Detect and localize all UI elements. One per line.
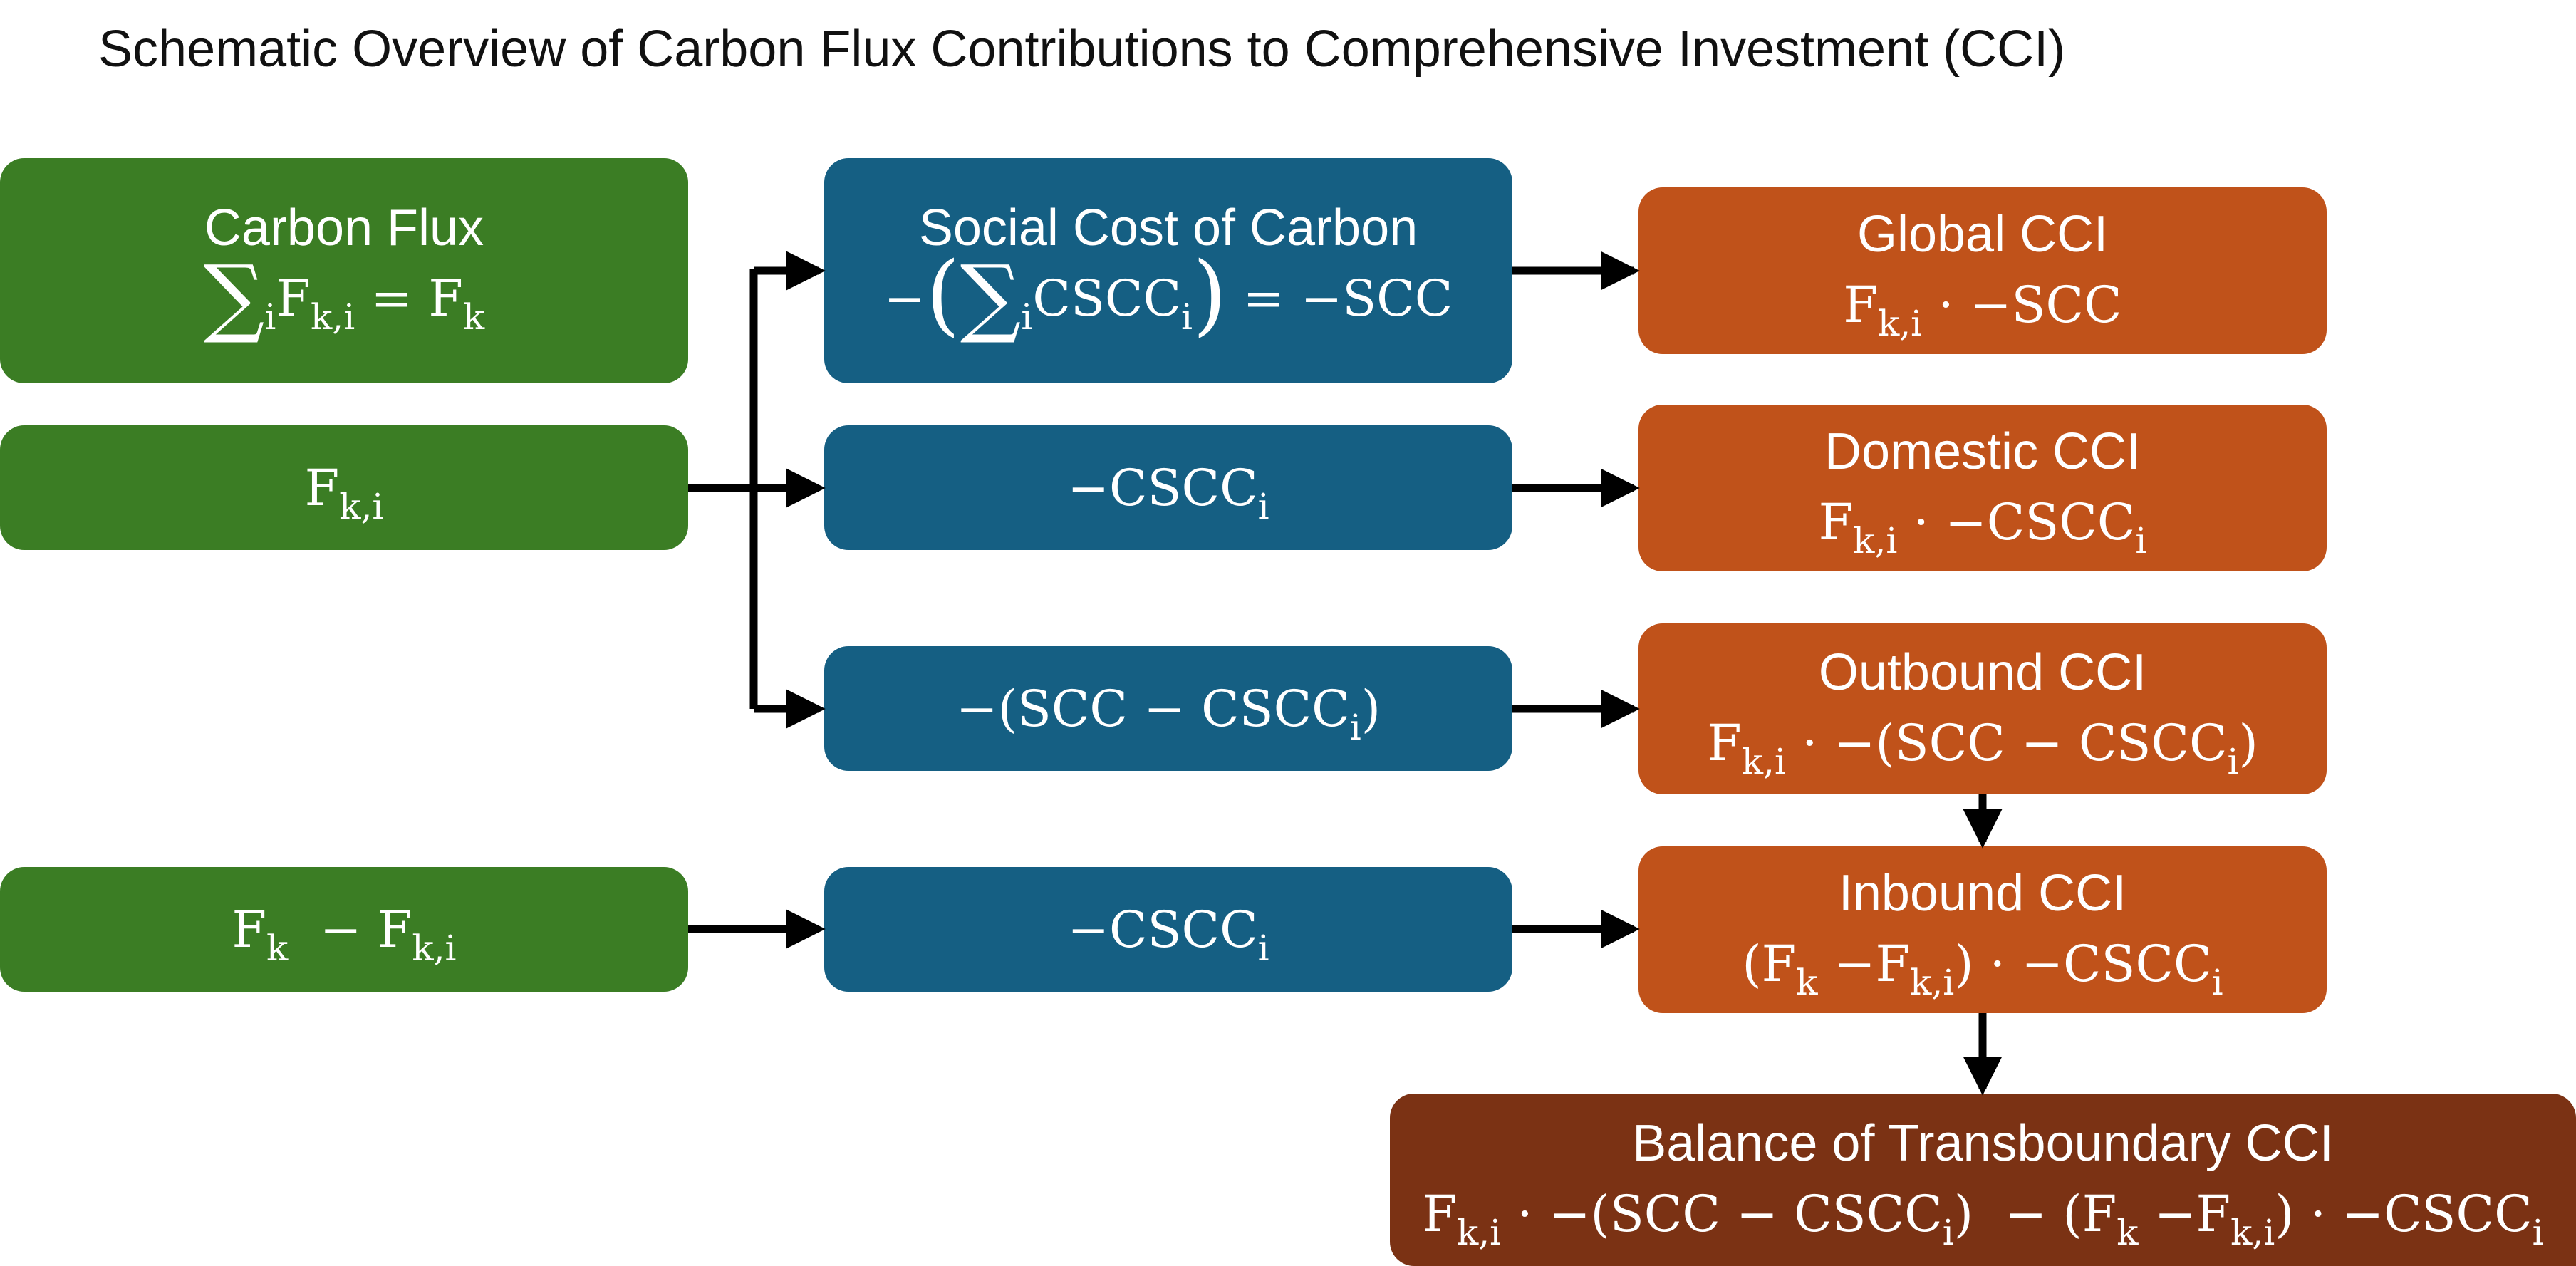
scc-minus-cscc-term: −(SCC − CSCCi) xyxy=(955,679,1381,748)
inbound-cci-formula: (Fk −Fk,i) · −CSCCi xyxy=(1742,935,2223,1003)
flux-ki-box: Fk,i xyxy=(0,425,688,550)
balance-transboundary-cci-heading: Balance of Transboundary CCI xyxy=(1632,1115,2334,1172)
inbound-cci-heading: Inbound CCI xyxy=(1838,865,2127,922)
balance-transboundary-cci-box: Balance of Transboundary CCI Fk,i · −(SC… xyxy=(1390,1094,2576,1266)
balance-transboundary-cci-formula: Fk,i · −(SCC − CSCCi) − (Fk −Fk,i) · −CS… xyxy=(1422,1185,2544,1253)
outbound-cci-box: Outbound CCI Fk,i · −(SCC − CSCCi) xyxy=(1638,623,2327,794)
summation-symbol: ∑ xyxy=(960,247,1022,347)
carbon-flux-heading: Carbon Flux xyxy=(204,199,484,256)
carbon-flux-equation: ∑iFk,i = Fk xyxy=(203,247,485,347)
diagram-title: Schematic Overview of Carbon Flux Contri… xyxy=(98,21,2066,78)
cscc-inbound-term: −CSCCi xyxy=(1067,900,1269,969)
summation-symbol: ∑ xyxy=(203,247,265,347)
global-cci-heading: Global CCI xyxy=(1856,206,2109,263)
cscc-inbound-box: −CSCCi xyxy=(824,867,1512,992)
flux-difference-box: Fk − Fk,i xyxy=(0,867,688,992)
social-cost-of-carbon-equation: −(∑iCSCCi) = −SCC xyxy=(883,243,1453,347)
outbound-cci-formula: Fk,i · −(SCC − CSCCi) xyxy=(1707,714,2258,782)
inbound-cci-box: Inbound CCI (Fk −Fk,i) · −CSCCi xyxy=(1638,846,2327,1013)
cscc-domestic-box: −CSCCi xyxy=(824,425,1512,550)
social-cost-of-carbon-heading: Social Cost of Carbon xyxy=(918,199,1418,256)
scc-minus-cscc-box: −(SCC − CSCCi) xyxy=(824,646,1512,771)
social-cost-of-carbon-box: Social Cost of Carbon −(∑iCSCCi) = −SCC xyxy=(824,158,1512,383)
outbound-cci-heading: Outbound CCI xyxy=(1818,644,2147,701)
flux-difference-term: Fk − Fk,i xyxy=(232,900,457,969)
global-cci-box: Global CCI Fk,i · −SCC xyxy=(1638,187,2327,354)
flux-ki-term: Fk,i xyxy=(304,458,384,527)
domestic-cci-formula: Fk,i · −CSCCi xyxy=(1818,493,2147,561)
carbon-flux-box: Carbon Flux ∑iFk,i = Fk xyxy=(0,158,688,383)
global-cci-formula: Fk,i · −SCC xyxy=(1843,276,2122,344)
cscc-domestic-term: −CSCCi xyxy=(1067,458,1269,527)
domestic-cci-box: Domestic CCI Fk,i · −CSCCi xyxy=(1638,405,2327,571)
domestic-cci-heading: Domestic CCI xyxy=(1824,423,2141,480)
